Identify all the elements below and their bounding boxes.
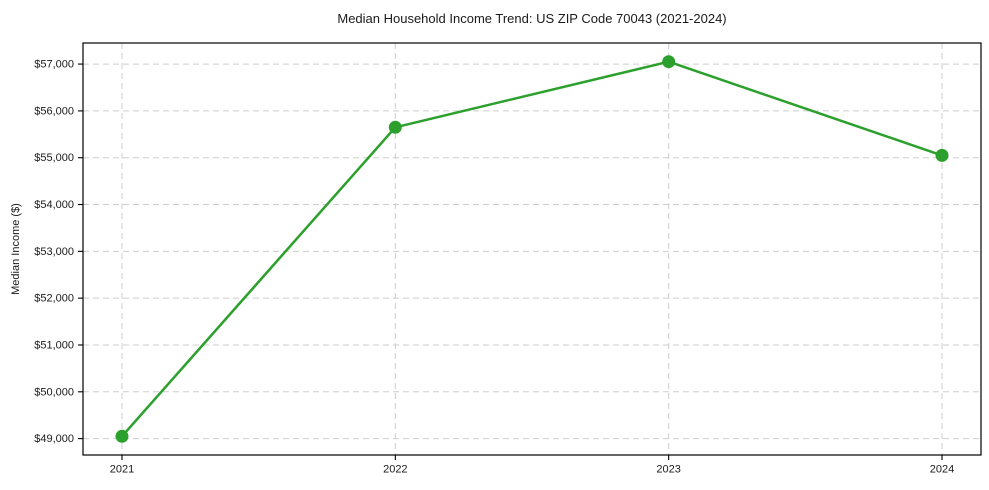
data-point-2021 <box>115 429 129 443</box>
y-tick-label: $51,000 <box>34 339 74 351</box>
y-axis-label: Median Income ($) <box>10 203 22 295</box>
data-point-2022 <box>388 120 402 134</box>
y-tick-label: $53,000 <box>34 246 74 258</box>
x-tick-label: 2021 <box>110 464 134 476</box>
y-tick-label: $57,000 <box>34 59 74 71</box>
y-tick-label: $54,000 <box>34 199 74 211</box>
x-tick-label: 2024 <box>930 464 954 476</box>
y-tick-label: $56,000 <box>34 105 74 117</box>
x-tick-label: 2022 <box>383 464 407 476</box>
axes: $49,000 $50,000 $51,000 $52,000 $53,000 $54,0… <box>34 42 982 476</box>
trend-line <box>120 60 944 438</box>
gridlines <box>83 43 981 455</box>
y-tick-label: $49,000 <box>34 433 74 445</box>
data-point-2023 <box>662 55 676 69</box>
y-tick-label: $55,000 <box>34 152 74 164</box>
y-tick-label: $52,000 <box>34 293 74 305</box>
chart-title: Median Household Income Trend: US ZIP Co… <box>337 11 726 26</box>
data-point-2024 <box>935 148 949 162</box>
data-series <box>115 55 949 443</box>
x-tick-label: 2023 <box>656 464 680 476</box>
y-tick-label: $50,000 <box>34 386 74 398</box>
plot-border <box>82 42 982 456</box>
